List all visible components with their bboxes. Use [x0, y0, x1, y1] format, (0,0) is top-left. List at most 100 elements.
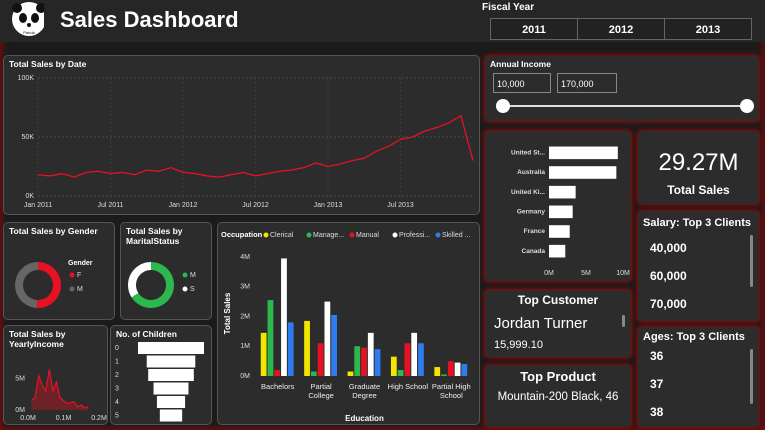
category-label: 4 [115, 399, 119, 406]
income-slicer: Annual Income 10,000 170,000 [484, 55, 760, 122]
x-tick-label: Graduate Degree [348, 382, 381, 400]
x-tick-label: Jan 2011 [24, 202, 52, 209]
list-item: 60,000 [650, 269, 687, 283]
bar [317, 343, 324, 376]
list-item: 40,000 [650, 241, 687, 255]
card-value: 29.27M [658, 149, 739, 176]
year-button[interactable]: 2012 [577, 18, 665, 40]
x-tick-label: 0.1M [56, 415, 72, 422]
bar [354, 346, 361, 376]
bar [367, 332, 374, 376]
legend-label: Clerical [270, 232, 294, 239]
card-title: Top Product [520, 369, 596, 384]
x-tick-label: Partial High School [431, 382, 471, 400]
legend-title: Gender [68, 260, 93, 267]
slider [496, 99, 754, 113]
legend-marker [435, 232, 441, 238]
bar [434, 367, 441, 376]
x-tick-label: 5M [581, 270, 591, 277]
bar [324, 301, 331, 376]
logo-eye [31, 13, 39, 23]
bar [549, 244, 566, 258]
funnel-chart: 0 1 2 3 4 5 [115, 342, 204, 422]
bar-chart: Occupation Clerical Manage... Manual Profess… [221, 230, 470, 423]
bar [461, 364, 468, 376]
bar-chart: United St... Australia United Ki... Germany… [511, 146, 630, 277]
x-tick-label: Jan 2013 [314, 202, 343, 209]
category-label: France [524, 228, 546, 235]
dashboard-title: Sales Dashboard [60, 7, 239, 32]
year-button[interactable]: 2013 [664, 18, 752, 40]
education-panel: Occupation Clerical Manage... Manual Profess… [217, 222, 480, 425]
chart-title: Total Sales by YearlyIncome [9, 329, 66, 349]
logo-text: Panda [23, 30, 35, 35]
area-fill [31, 369, 89, 410]
category-label: 2 [115, 372, 119, 379]
bar [549, 185, 576, 199]
legend-marker [349, 232, 355, 238]
bar [447, 361, 454, 376]
logo-ear [12, 3, 22, 13]
chart-title: Total Sales by MaritalStatus [126, 226, 183, 246]
slider-knob[interactable] [740, 99, 754, 113]
category-label: 1 [115, 358, 119, 365]
legend-marker [263, 232, 269, 238]
scrollbar[interactable] [750, 235, 753, 287]
chart-title: No. of Children [116, 329, 177, 339]
list-title: Salary: Top 3 Clients [643, 217, 751, 229]
chart-title: Total Sales by Date [9, 59, 87, 69]
funnel-bar [159, 409, 183, 422]
bar [304, 320, 310, 376]
x-tick-label: High School [387, 382, 429, 391]
slider-knob[interactable] [496, 99, 510, 113]
area-line [31, 369, 89, 409]
legend-label: S [190, 286, 195, 293]
bar [347, 371, 354, 376]
category-label: United St... [511, 150, 545, 157]
bar [549, 225, 570, 238]
legend-marker [69, 286, 75, 292]
x-axis-label: Education [345, 414, 384, 423]
top-customer-card: Top Customer Jordan Turner 15,999.10 [484, 289, 632, 358]
slicer-label: Annual Income [490, 59, 551, 69]
donut-chart: Gender FM [15, 260, 93, 308]
ages-list: Ages: Top 3 Clients 36 37 38 [637, 326, 760, 428]
bar [267, 300, 274, 376]
donut-slice [36, 262, 62, 308]
income-panel: 0M 5M 0.0M 0.1M 0.2M Total Sales by YearlyIn… [3, 325, 108, 425]
scrollbar[interactable] [750, 349, 753, 404]
funnel-bar [156, 396, 186, 408]
funnel-bar [146, 355, 196, 368]
bar [374, 349, 381, 376]
min-input[interactable]: 10,000 [493, 73, 551, 93]
funnel-bar [153, 382, 189, 395]
donut-slice [15, 262, 38, 308]
x-tick-label: Jul 2013 [387, 202, 414, 209]
year-button[interactable]: 2011 [490, 18, 578, 40]
bar [281, 258, 287, 376]
bar [418, 343, 424, 376]
y-tick-label: 1M [240, 343, 250, 350]
x-tick-label: 0.0M [20, 415, 36, 422]
max-input[interactable]: 170,000 [557, 73, 617, 93]
donut-slice [128, 262, 151, 298]
scrollbar[interactable] [622, 315, 625, 327]
legend-marker [182, 286, 188, 292]
y-tick-label: 2M [240, 313, 250, 320]
bar [397, 370, 404, 376]
area-chart: 0M 5M 0.0M 0.1M 0.2M [15, 369, 107, 422]
list-title: Ages: Top 3 Clients [643, 331, 745, 343]
slicer-label: Fiscal Year [482, 2, 535, 13]
x-tick-label: Jul 2011 [98, 202, 124, 209]
x-tick-label: 10M [616, 270, 630, 277]
legend-label: M [190, 272, 196, 279]
category-label: United Ki... [511, 189, 545, 196]
x-tick-label: 0M [544, 270, 554, 277]
legend-marker [182, 272, 188, 278]
funnel-bar [138, 342, 204, 354]
bar [549, 166, 617, 179]
logo-eye [19, 13, 27, 23]
category-label: 5 [115, 412, 119, 419]
legend-marker [392, 232, 398, 238]
